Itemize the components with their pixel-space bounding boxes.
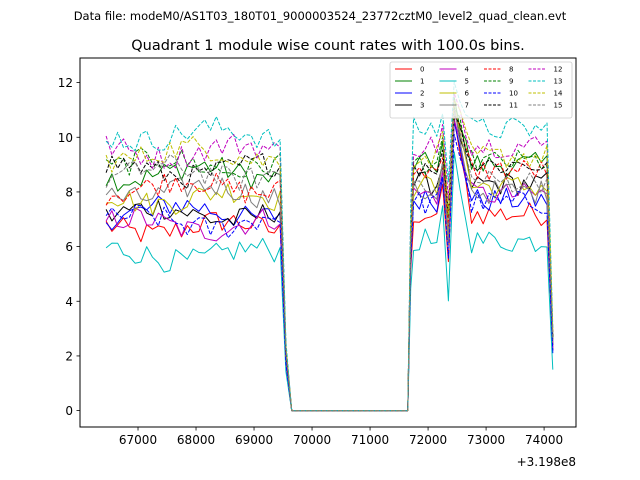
plot-frame [79,57,577,428]
series-line-4 [105,118,554,412]
series-line-13 [105,81,554,412]
series-line-11 [105,114,554,412]
legend-label-6: 6 [465,90,470,98]
plot-area [80,58,576,427]
series-line-0 [105,117,554,412]
legend-label-1: 1 [420,78,424,86]
legend-label-4: 4 [465,66,470,74]
y-tick-label: 8 [65,185,73,199]
legend-label-2: 2 [420,90,424,98]
legend-label-9: 9 [509,78,513,86]
series-line-10 [105,133,554,412]
legend-label-13: 13 [554,78,563,86]
y-tick-label: 4 [65,295,73,309]
axis-layer: 67000 68000 69000 70000 71000 72000 73000 74000… [58,76,563,447]
legend-label-14: 14 [554,90,563,98]
legend-label-7: 7 [465,102,469,110]
legend-label-12: 12 [554,66,563,74]
x-tick-label: 70000 [293,433,331,447]
legend-label-5: 5 [465,78,469,86]
legend-label-0: 0 [420,66,424,74]
legend-frame [389,61,573,119]
series-line-7 [105,105,554,412]
series-layer [105,81,554,412]
series-line-6 [106,104,554,412]
x-offset-label: +3.198e8 [517,455,576,469]
legend-label-8: 8 [509,66,513,74]
figure-suptitle: Data file: modeM0/AS1T03_180T01_90000035… [74,9,567,23]
legend-label-3: 3 [420,102,424,110]
x-tick-label: 72000 [409,433,447,447]
y-tick-label: 10 [58,131,73,145]
legend-label-11: 11 [509,102,518,110]
y-tick-label: 2 [65,349,73,363]
y-tick-label: 0 [65,404,73,418]
chart-title: Quadrant 1 module wise count rates with … [131,38,525,54]
series-line-5 [105,151,554,412]
x-tick-label: 68000 [177,433,215,447]
x-tick-label: 73000 [467,433,505,447]
y-tick-label: 6 [65,240,73,254]
x-tick-label: 67000 [119,433,157,447]
series-line-12 [105,92,554,412]
y-tick-label: 12 [58,76,73,90]
legend-label-10: 10 [509,90,518,98]
x-tick-label: 71000 [351,433,389,447]
x-tick-label: 74000 [525,433,563,447]
series-line-15 [105,112,554,412]
series-line-9 [105,107,554,412]
legend-label-15: 15 [554,102,563,110]
x-tick-label: 69000 [235,433,273,447]
series-line-14 [105,99,554,412]
